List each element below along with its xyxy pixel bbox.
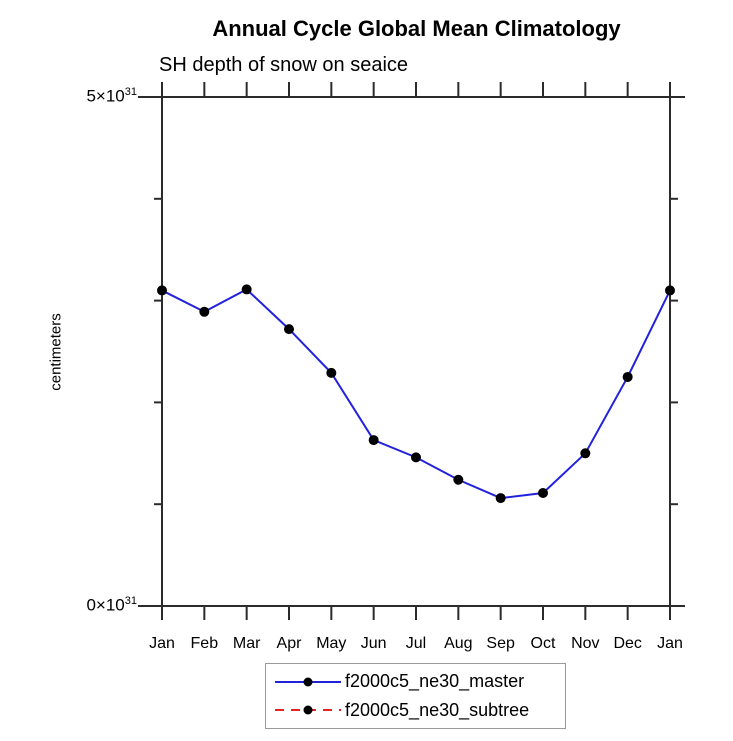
x-tick-label: May (316, 635, 346, 652)
y-tick-max-exponent: 31 (124, 86, 137, 98)
data-point-marker (241, 284, 252, 295)
legend-box: f2000c5_ne30_master f2000c5_ne30_subtree (265, 663, 566, 729)
legend-marker-dot (303, 705, 313, 715)
legend-line-sample-solid (275, 677, 341, 687)
x-tick-label: Nov (571, 635, 599, 652)
x-tick-label: Sep (486, 635, 515, 652)
chart-subtitle: SH depth of snow on seaice (159, 54, 409, 76)
y-tick-max-base: 5×10 (86, 86, 125, 106)
x-tick-label: Oct (531, 635, 556, 652)
legend-marker-dot (303, 677, 313, 687)
data-point-marker (495, 493, 506, 504)
x-tick-label: Apr (277, 635, 303, 652)
data-point-marker (538, 488, 548, 499)
data-point-marker (665, 285, 675, 296)
legend-line-sample-dashed (275, 705, 341, 715)
data-point-marker (199, 306, 210, 317)
x-tick-label: Mar (233, 635, 261, 652)
legend-label-master: f2000c5_ne30_master (345, 671, 525, 692)
y-tick-label-min: 0×1031 (18, 595, 137, 616)
legend-entry-master: f2000c5_ne30_master (274, 671, 565, 692)
x-tick-label: Jan (657, 635, 683, 652)
y-tick-min-base: 0×10 (86, 595, 125, 615)
legend-entry-subtree: f2000c5_ne30_subtree (274, 700, 565, 721)
data-point-marker (411, 452, 421, 463)
legend-label-subtree: f2000c5_ne30_subtree (345, 699, 530, 720)
x-tick-label: Jun (361, 635, 387, 652)
data-point-marker (453, 474, 464, 485)
x-tick-label: Jul (406, 635, 426, 652)
data-point-marker (622, 371, 633, 382)
data-point-marker (157, 285, 167, 296)
x-tick-label: Aug (444, 635, 472, 652)
x-tick-label: Dec (613, 635, 641, 652)
y-tick-label-max: 5×1031 (18, 86, 137, 107)
x-tick-label: Feb (191, 635, 219, 652)
y-axis-label: centimeters (47, 313, 65, 391)
x-tick-label: Jan (149, 635, 175, 652)
series-line (161, 288, 671, 500)
data-point-marker (368, 435, 379, 446)
chart-title: Annual Cycle Global Mean Climatology (212, 16, 621, 41)
y-tick-min-exponent: 31 (124, 595, 137, 607)
data-point-marker (326, 367, 337, 378)
data-point-marker (284, 324, 294, 335)
data-point-marker (580, 448, 591, 459)
